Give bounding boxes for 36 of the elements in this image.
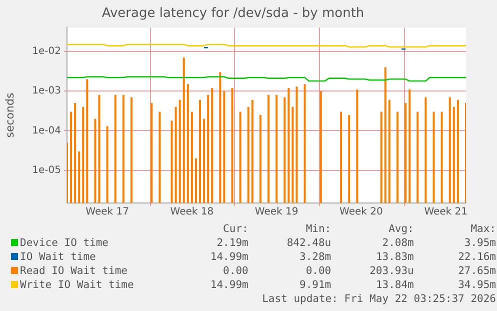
y-tick-label: 1e-05: [32, 164, 61, 176]
x-tick-label: Week 19: [254, 206, 298, 218]
text: 27.65m: [457, 264, 497, 278]
text: Min:: [304, 222, 332, 236]
legend-label: Write IO Wait time: [19, 278, 135, 292]
y-tick-label: 1e-04: [32, 125, 61, 136]
x-tick-label: Week 20: [340, 206, 383, 218]
y-tick-label: 1e-03: [32, 86, 61, 97]
y-axis-title: seconds: [3, 92, 16, 138]
text: 203.93u: [368, 264, 415, 278]
text: 14.99m: [209, 278, 250, 292]
text: 13.84m: [374, 278, 415, 292]
text: 3.28m: [298, 250, 332, 264]
x-tick-label: Week 17: [86, 206, 129, 218]
y-tick-label: 1e-02: [32, 46, 61, 58]
text: 3.95m: [463, 236, 497, 250]
text: 2.19m: [216, 236, 250, 250]
text: 34.95m: [457, 278, 497, 292]
text: 13.83m: [374, 250, 415, 264]
chart-title: Average latency for /dev/sda - by month: [102, 6, 364, 22]
legend-label: IO Wait time: [19, 250, 97, 264]
text: Last update: Fri May 22 03:25:37 2026: [261, 292, 497, 306]
x-tick-label: Week 18: [170, 206, 214, 218]
text: 22.16m: [457, 250, 497, 264]
legend-label: Device IO time: [19, 236, 110, 250]
text: 842.48u: [286, 236, 332, 250]
text: Cur:: [222, 222, 250, 236]
text: Max:: [470, 222, 497, 236]
text: 2.08m: [381, 236, 415, 250]
x-tick-label: Week 21: [424, 206, 468, 218]
text: 0.00: [304, 264, 332, 278]
text: 9.91m: [298, 278, 332, 292]
text: 14.99m: [209, 250, 250, 264]
text: Avg:: [388, 222, 415, 236]
legend-label: Read IO Wait time: [19, 264, 128, 278]
text: 0.00: [222, 264, 250, 278]
